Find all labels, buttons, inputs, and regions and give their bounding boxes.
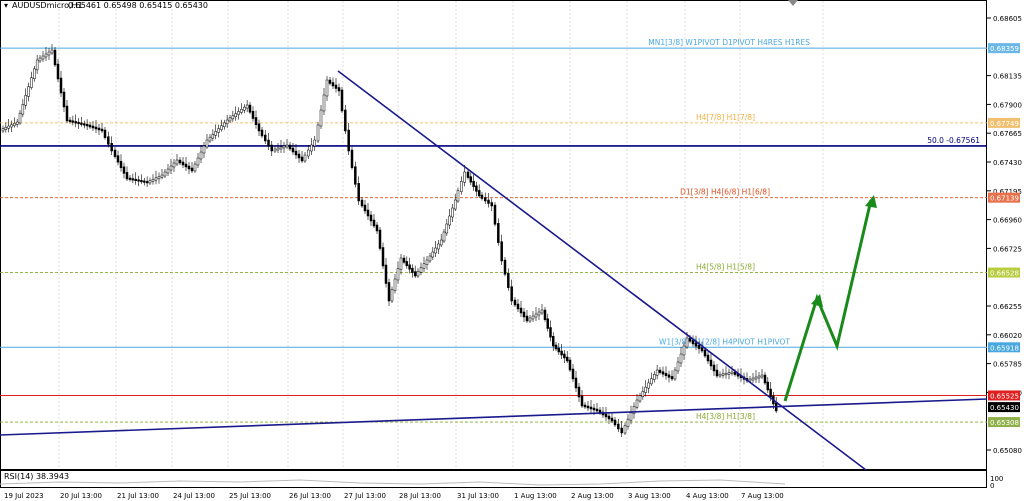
time-tick-label: 26 Jul 13:00: [289, 492, 331, 500]
rsi-line: [0, 479, 786, 486]
price-marker-bg: [988, 43, 1020, 54]
price-marker-bg: [988, 402, 1020, 413]
forecast-path[interactable]: [783, 199, 873, 402]
price-tick-label: 0.67195: [993, 188, 1022, 196]
price-marker-bg: [988, 192, 1020, 203]
price-marker-label: 0.65918: [990, 344, 1019, 352]
price-tick-label: 0.66020: [993, 332, 1022, 340]
level-label: MN1[3/8] W1PIVOT D1PIVOT H4RES H1RES: [648, 38, 810, 47]
time-tick-label: 7 Aug 13:00: [741, 492, 784, 500]
grid: [58, 1, 824, 469]
price-marker-bg: [988, 417, 1020, 428]
level-label: 50.0 -0.67561: [927, 136, 980, 145]
price-marker-bg: [988, 117, 1020, 128]
price-marker-label: 0.65430: [990, 404, 1019, 412]
time-tick-label: 25 Jul 13:00: [229, 492, 271, 500]
time-tick-label: 20 Jul 13:00: [60, 492, 102, 500]
price-tick-label: 0.65785: [993, 361, 1022, 369]
level-label: H4[5/8] H1[5/8]: [696, 263, 755, 272]
price-tick-label: 0.65080: [993, 447, 1022, 455]
shift-marker-icon[interactable]: [788, 0, 798, 6]
price-tick-label: 0.67665: [993, 130, 1022, 138]
symbol-label: AUDUSDmicro,H1: [12, 1, 83, 10]
ascending-trendline[interactable]: [0, 398, 988, 436]
time-tick-label: 24 Jul 13:00: [173, 492, 215, 500]
indicator-frame: [0, 470, 987, 488]
forecast-arrowhead-2: [865, 195, 877, 208]
price-axis: 0.68605 0.68135 0.67900 0.67665 0.67430 0.671…: [987, 15, 1022, 455]
time-tick-label: 21 Jul 13:00: [117, 492, 159, 500]
rsi-scale-top: 100: [990, 475, 1003, 483]
price-marker-bg: [988, 267, 1020, 278]
time-tick-label: 2 Aug 13:00: [571, 492, 614, 500]
level-label: H4[7/8] H1[7/8]: [696, 113, 755, 122]
price-tick-label: 0.67900: [993, 101, 1022, 109]
price-tick-label: 0.68605: [993, 15, 1022, 23]
price-tick-label: 0.68135: [993, 73, 1022, 81]
price-tick-label: 0.66725: [993, 245, 1022, 253]
main-plot-frame: [0, 0, 987, 470]
time-tick-label: 28 Jul 13:00: [399, 492, 441, 500]
price-marker-bg: [988, 342, 1020, 353]
time-tick-label: 1 Aug 13:00: [514, 492, 557, 500]
level-label: D1[3/8] H4[6/8] H1[6/8]: [680, 188, 770, 197]
price-tick-label: 0.66960: [993, 217, 1022, 225]
descending-trendline[interactable]: [337, 70, 867, 471]
price-marker-label: 0.66528: [990, 270, 1019, 278]
forecast-arrowhead-1: [811, 294, 823, 307]
time-axis: 19 Jul 2023 20 Jul 13:00 21 Jul 13:00 24 Ju…: [4, 492, 784, 500]
level-label: H4[3/8] H1[3/8]: [696, 412, 755, 421]
level-lines: MN1[3/8] W1PIVOT D1PIVOT H4RES H1RES H4[7…: [0, 38, 987, 423]
time-tick-label: 27 Jul 13:00: [344, 492, 386, 500]
title-arrow-icon: ▾: [4, 1, 8, 10]
price-tick-label: 0.67430: [993, 159, 1022, 167]
level-label: W1[3/8] D1[2/8] H4PIVOT H1PIVOT: [659, 337, 790, 346]
price-marker-label: 0.68359: [990, 45, 1019, 53]
price-marker-label: 0.65308: [990, 419, 1019, 427]
time-tick-label: 31 Jul 13:00: [457, 492, 499, 500]
price-marker-label: 0.65525: [990, 392, 1019, 400]
price-marker-label: 0.67749: [990, 120, 1019, 128]
time-tick-label: 3 Aug 13:00: [628, 492, 671, 500]
price-tick-label: 0.66255: [993, 303, 1022, 311]
rsi-scale-bottom: 0: [990, 482, 994, 490]
rsi-label: RSI(14) 38.3943: [4, 472, 69, 481]
ohlc-label: 0.65461 0.65498 0.65415 0.65430: [68, 1, 208, 10]
price-marker-bg: [988, 390, 1020, 401]
time-tick-label: 4 Aug 13:00: [686, 492, 729, 500]
candles: [1, 44, 778, 437]
time-tick-label: 19 Jul 2023: [4, 492, 44, 500]
price-marker-label: 0.67139: [990, 195, 1019, 203]
